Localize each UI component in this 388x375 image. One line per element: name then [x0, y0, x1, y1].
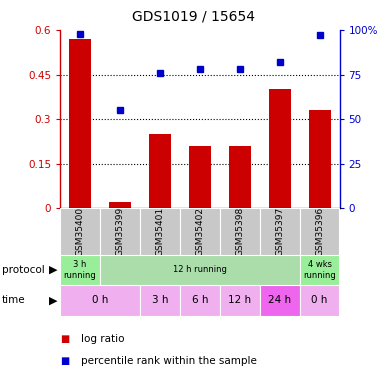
Text: GSM35401: GSM35401	[156, 207, 165, 256]
Bar	[60, 208, 100, 255]
Bar	[100, 208, 140, 255]
Bar	[300, 285, 340, 316]
Text: GSM35397: GSM35397	[275, 207, 284, 256]
Text: ▶: ▶	[48, 296, 57, 305]
Text: 12 h running: 12 h running	[173, 266, 227, 274]
Text: GSM35400: GSM35400	[76, 207, 85, 256]
Bar	[140, 208, 180, 255]
Bar	[220, 285, 260, 316]
Bar	[300, 255, 340, 285]
Text: 3 h
running: 3 h running	[64, 260, 97, 280]
Bar	[189, 146, 211, 208]
Bar	[100, 255, 300, 285]
Text: time: time	[2, 296, 26, 305]
Bar	[308, 110, 331, 208]
Bar	[300, 208, 340, 255]
Text: ▶: ▶	[48, 265, 57, 275]
Bar	[69, 39, 91, 208]
Text: 3 h: 3 h	[152, 296, 168, 305]
Text: GSM35396: GSM35396	[315, 207, 324, 256]
Text: 4 wks
running: 4 wks running	[303, 260, 336, 280]
Text: GDS1019 / 15654: GDS1019 / 15654	[132, 9, 256, 23]
Bar	[180, 285, 220, 316]
Text: GSM35399: GSM35399	[116, 207, 125, 256]
Text: 12 h: 12 h	[228, 296, 251, 305]
Text: log ratio: log ratio	[81, 334, 125, 344]
Text: 6 h: 6 h	[192, 296, 208, 305]
Text: 0 h: 0 h	[92, 296, 108, 305]
Bar	[60, 285, 140, 316]
Bar	[180, 208, 220, 255]
Bar	[260, 208, 300, 255]
Text: GSM35402: GSM35402	[195, 207, 204, 256]
Text: GSM35398: GSM35398	[235, 207, 244, 256]
Bar	[109, 202, 131, 208]
Text: ■: ■	[60, 356, 69, 366]
Text: 24 h: 24 h	[268, 296, 291, 305]
Bar	[260, 285, 300, 316]
Bar	[229, 146, 251, 208]
Text: 0 h: 0 h	[311, 296, 328, 305]
Bar	[220, 208, 260, 255]
Bar	[149, 134, 171, 208]
Text: ■: ■	[60, 334, 69, 344]
Bar	[140, 285, 180, 316]
Text: percentile rank within the sample: percentile rank within the sample	[81, 356, 257, 366]
Bar	[60, 255, 100, 285]
Text: protocol: protocol	[2, 265, 45, 275]
Bar	[268, 89, 291, 208]
